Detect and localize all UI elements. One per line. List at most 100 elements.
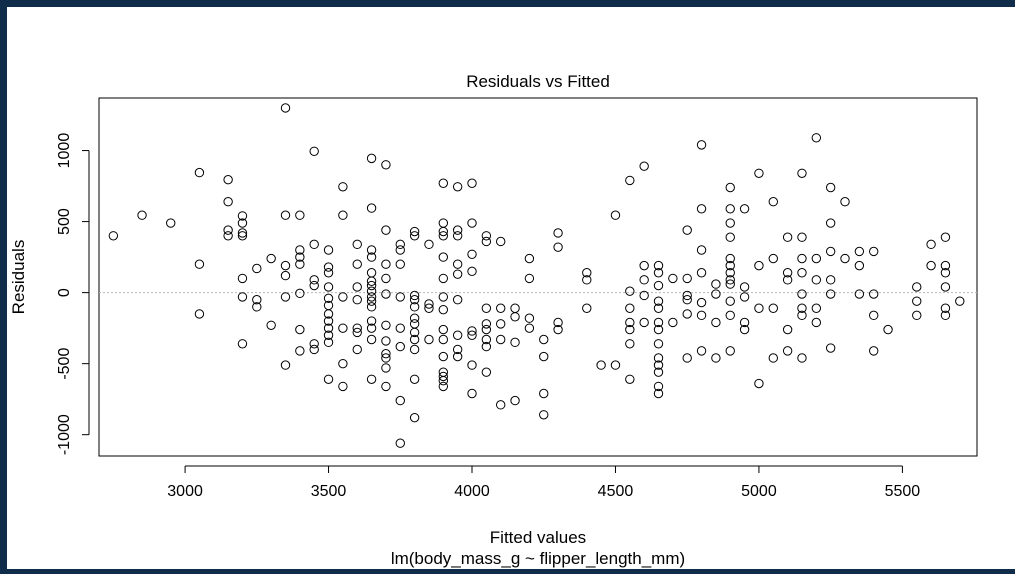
data-point [869,346,879,356]
data-point [366,153,377,164]
data-point [682,309,692,319]
data-point [639,317,649,328]
data-point [754,378,764,389]
data-point [682,295,692,305]
data-point [252,295,262,305]
data-point [553,324,563,335]
points-layer [108,103,965,448]
data-point [797,268,807,278]
data-point [725,296,735,306]
data-point [653,296,664,306]
data-point [366,374,377,384]
data-point [409,302,420,312]
data-point [323,293,334,304]
data-point [625,286,635,296]
data-point [782,346,793,356]
data-point [912,296,922,306]
data-point [295,288,305,299]
data-point [696,204,707,214]
x-axis: 3000 3500 4000 4500 5000 5500 [167,465,920,500]
data-point [338,182,348,192]
data-point [381,160,391,170]
data-point [854,289,865,299]
data-point [108,231,119,241]
data-point [252,263,262,274]
y-axis-label: Residuals [9,240,28,315]
data-point [797,310,807,321]
data-point [280,360,291,370]
data-point [639,275,649,285]
data-point [395,239,405,250]
data-point [409,319,420,329]
data-point [438,178,449,188]
data-point [510,312,520,322]
data-point [610,360,621,370]
data-point [653,367,664,377]
data-point [725,346,735,356]
data-point [725,253,735,264]
data-point [940,303,951,313]
data-point [696,140,707,150]
data-point [725,232,735,242]
data-point [323,330,334,340]
data-point [696,268,707,278]
data-point [438,334,449,345]
data-point [452,269,463,279]
y-tick-label: -500 [56,348,73,380]
data-point [668,317,678,328]
data-point [825,275,836,285]
data-point [409,344,420,355]
data-point [711,353,721,363]
data-point [639,290,649,301]
data-point [653,353,664,363]
data-point [653,268,664,278]
data-point [739,324,750,335]
data-point [438,381,449,392]
data-point [323,245,334,255]
data-point [481,319,492,329]
data-point [912,310,922,321]
data-point [481,367,492,377]
data-point [366,280,377,291]
data-point [381,353,391,363]
data-point [539,410,549,420]
x-tick-label: 4500 [598,483,634,500]
data-point [409,295,420,305]
data-point [912,282,922,292]
data-point [323,309,334,319]
data-point [653,260,664,271]
data-point [438,218,449,228]
data-point [366,316,377,326]
data-point [266,253,276,264]
data-point [539,388,549,399]
data-point [653,324,664,335]
data-point [926,239,936,250]
data-point [481,334,492,345]
data-point [481,341,492,352]
data-point [366,276,377,286]
data-point [797,289,807,299]
data-point [696,297,707,308]
data-point [309,146,319,156]
data-point [682,225,692,235]
data-point [467,218,477,228]
data-point [668,273,678,284]
data-point [137,210,147,220]
data-point [295,324,305,335]
data-point [496,334,506,345]
y-tick-label: 0 [56,288,73,297]
data-point [625,303,635,313]
data-point [524,313,535,323]
data-point [395,341,405,352]
data-point [395,395,405,406]
data-point [797,232,807,242]
data-point [381,320,391,330]
data-point [223,225,233,235]
data-point [725,268,735,278]
data-point [825,246,836,257]
data-point [553,228,563,238]
data-point [352,344,362,355]
data-point [409,334,420,345]
data-point [797,303,807,313]
data-point [854,246,865,257]
